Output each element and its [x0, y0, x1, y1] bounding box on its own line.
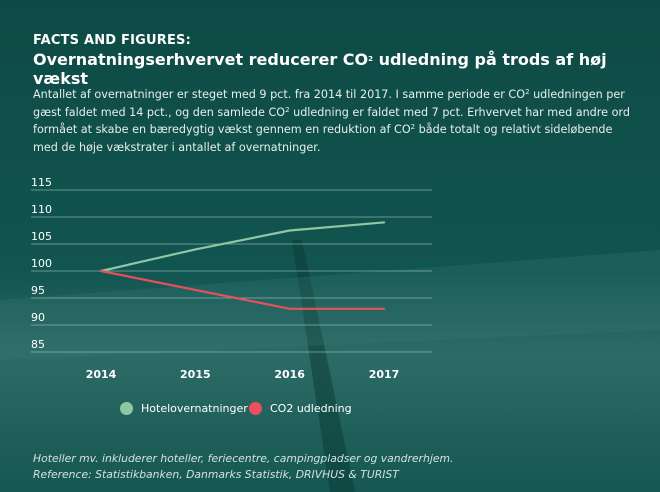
y-tick-label: 95 [31, 284, 45, 297]
y-tick-label: 115 [31, 176, 52, 189]
footnote-line-1: Hoteller mv. inkluderer hoteller, feriec… [33, 452, 454, 465]
line-chart: 85 90 95 100 105 110 115 2014 2015 2016 2017 [31, 176, 432, 381]
footnote-line-2: Reference: Statistikbanken, Danmarks Sta… [33, 468, 399, 481]
page-title: Overnatningserhvervet reducerer CO2 udle… [33, 50, 607, 88]
legend-label-co2: CO2 udledning [270, 402, 352, 415]
x-tick-label: 2015 [180, 368, 211, 381]
x-tick-label: 2017 [369, 368, 400, 381]
kicker: FACTS AND FIGURES: [33, 33, 192, 48]
legend-dot-co2 [249, 402, 262, 415]
x-tick-label: 2016 [274, 368, 305, 381]
y-tick-label: 105 [31, 230, 52, 243]
y-tick-label: 110 [31, 203, 52, 216]
footnote: Hoteller mv. inkluderer hoteller, feriec… [33, 451, 453, 483]
series-line-1 [99, 269, 386, 310]
legend-dot-hotelovernatninger [120, 402, 133, 415]
y-tick-label: 90 [31, 311, 45, 324]
y-tick-label: 85 [31, 338, 45, 351]
intro-paragraph: Antallet af overnatninger er steget med … [33, 88, 630, 154]
y-tick-label: 100 [31, 257, 52, 270]
x-tick-label: 2014 [86, 368, 117, 381]
legend-label-hotelovernatninger: Hotelovernatninger [141, 402, 248, 415]
series-line-0 [99, 221, 386, 273]
